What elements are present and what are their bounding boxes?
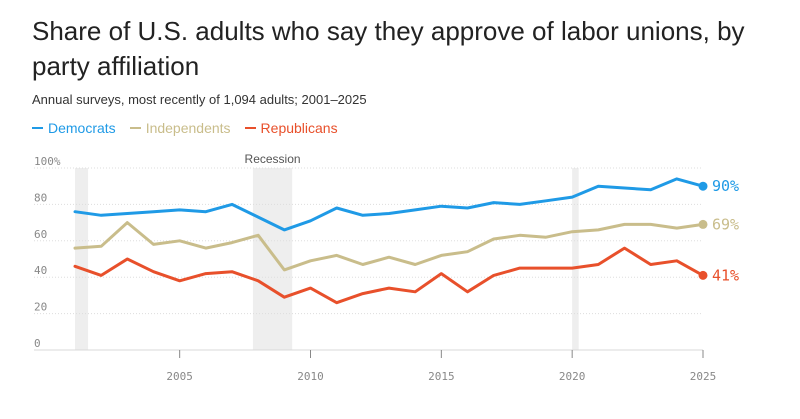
end-label-independents: 69% <box>712 215 739 233</box>
end-label-democrats: 90% <box>712 177 739 195</box>
recession-label: Recession <box>245 152 301 166</box>
y-tick-label: 80 <box>34 191 47 204</box>
y-tick-label: 40 <box>34 264 47 277</box>
end-label-republicans: 41% <box>712 266 739 284</box>
shaded-period-1 <box>253 168 292 350</box>
data-point-independents <box>699 220 708 229</box>
x-tick-label: 2025 <box>690 370 717 383</box>
y-tick-label: 0 <box>34 337 41 350</box>
line-chart: Recession 0 20 40 60 80 100% 2005 2010 2015 2020 20… <box>0 0 800 419</box>
shaded-period-0 <box>75 168 88 350</box>
y-tick-label: 20 <box>34 301 47 314</box>
data-point-republicans <box>699 271 708 280</box>
y-tick-label: 60 <box>34 228 47 241</box>
x-tick-label: 2020 <box>559 370 586 383</box>
x-tick-label: 2015 <box>428 370 455 383</box>
x-tick-label: 2005 <box>166 370 193 383</box>
y-tick-label: 100% <box>34 155 61 168</box>
x-tick-label: 2010 <box>297 370 324 383</box>
data-point-democrats <box>699 182 708 191</box>
series-line-independents <box>75 223 703 270</box>
